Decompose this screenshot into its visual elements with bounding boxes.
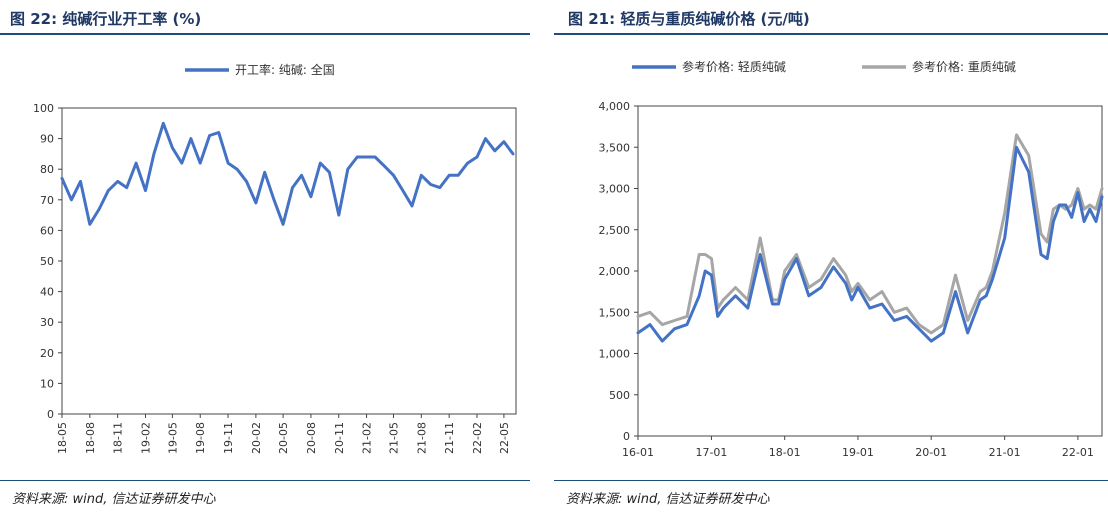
x-tick-label: 20-05	[277, 422, 290, 454]
y-tick-label: 0	[47, 408, 54, 421]
y-tick-label: 20	[40, 347, 54, 360]
x-tick-label: 21-08	[415, 422, 428, 454]
series-line-1	[60, 121, 515, 226]
y-tick-label: 40	[40, 286, 54, 299]
y-tick-label: 3,000	[599, 183, 631, 196]
y-tick-label: 2,500	[599, 224, 631, 237]
x-tick-label: 17-01	[695, 446, 727, 459]
x-tick-label: 21-11	[443, 422, 456, 454]
x-tick-label: 22-01	[1062, 446, 1094, 459]
y-tick-label: 1,000	[599, 348, 631, 361]
y-tick-label: 0	[623, 430, 630, 443]
x-tick-label: 19-08	[194, 422, 207, 454]
x-tick-label: 19-11	[222, 422, 235, 454]
legend-label-1: 参考价格: 轻质纯碱	[682, 59, 786, 74]
y-tick-label: 10	[40, 377, 54, 390]
right-source-note: 资料来源: wind, 信达证券研发中心	[566, 492, 770, 507]
y-tick-label: 30	[40, 316, 54, 329]
x-tick-label: 20-08	[305, 422, 318, 454]
y-tick-label: 100	[33, 102, 54, 115]
x-tick-label: 19-02	[139, 422, 152, 454]
x-tick-label: 18-01	[769, 446, 801, 459]
series-line-1	[636, 145, 1104, 343]
x-tick-label: 16-01	[622, 446, 654, 459]
plot-frame	[61, 107, 517, 415]
y-tick-label: 2,000	[599, 265, 631, 278]
y-tick-label: 90	[40, 133, 54, 146]
x-tick-label: 21-02	[361, 422, 374, 454]
right-top-rule	[554, 33, 1108, 35]
x-tick-label: 18-11	[112, 422, 125, 454]
y-tick-label: 50	[40, 255, 54, 268]
y-tick-label: 60	[40, 224, 54, 237]
y-tick-label: 500	[609, 389, 630, 402]
x-tick-label: 18-05	[56, 422, 69, 454]
x-tick-label: 20-11	[333, 422, 346, 454]
left-panel: 图 22: 纯碱行业开工率 (%) 0 10 20 30 40 50 60 70 80 90 100…	[0, 0, 530, 518]
legend-label-2: 参考价格: 重质纯碱	[912, 59, 1016, 74]
y-tick-label: 80	[40, 163, 54, 176]
x-tick-label: 19-05	[166, 422, 179, 454]
price-chart: 0 500 1,000 1,500 2,000 2,500 3,000 3,500 4,000 1…	[599, 59, 1104, 459]
y-tick-label: 3,500	[599, 141, 631, 154]
right-panel: 图 21: 轻质与重质纯碱价格 (元/吨) 0 500 1,000 1,500 2,00…	[554, 0, 1108, 518]
y-tick-label: 4,000	[599, 100, 631, 113]
legend-label-1: 开工率: 纯碱: 全国	[235, 62, 335, 77]
right-figure-title: 图 21: 轻质与重质纯碱价格 (元/吨)	[568, 10, 810, 28]
x-tick-label: 21-05	[388, 422, 401, 454]
left-bottom-rule	[0, 480, 530, 481]
x-tick-label: 22-02	[471, 422, 484, 454]
x-tick-label: 22-05	[498, 422, 511, 454]
right-bottom-rule	[554, 480, 1108, 481]
utilization-chart: 0 10 20 30 40 50 60 70 80 90 100 18-05 18-08 18-11 19-…	[33, 62, 517, 454]
x-tick-label: 19-01	[842, 446, 874, 459]
left-top-rule	[0, 33, 530, 35]
y-tick-label: 1,500	[599, 306, 631, 319]
x-tick-label: 18-08	[84, 422, 97, 454]
left-figure-title: 图 22: 纯碱行业开工率 (%)	[10, 10, 202, 28]
x-tick-label: 21-01	[989, 446, 1021, 459]
x-tick-label: 20-01	[915, 446, 947, 459]
y-tick-label: 70	[40, 194, 54, 207]
x-tick-label: 20-02	[250, 422, 263, 454]
series-line-2	[636, 133, 1104, 335]
left-source-note: 资料来源: wind, 信达证券研发中心	[12, 492, 216, 507]
